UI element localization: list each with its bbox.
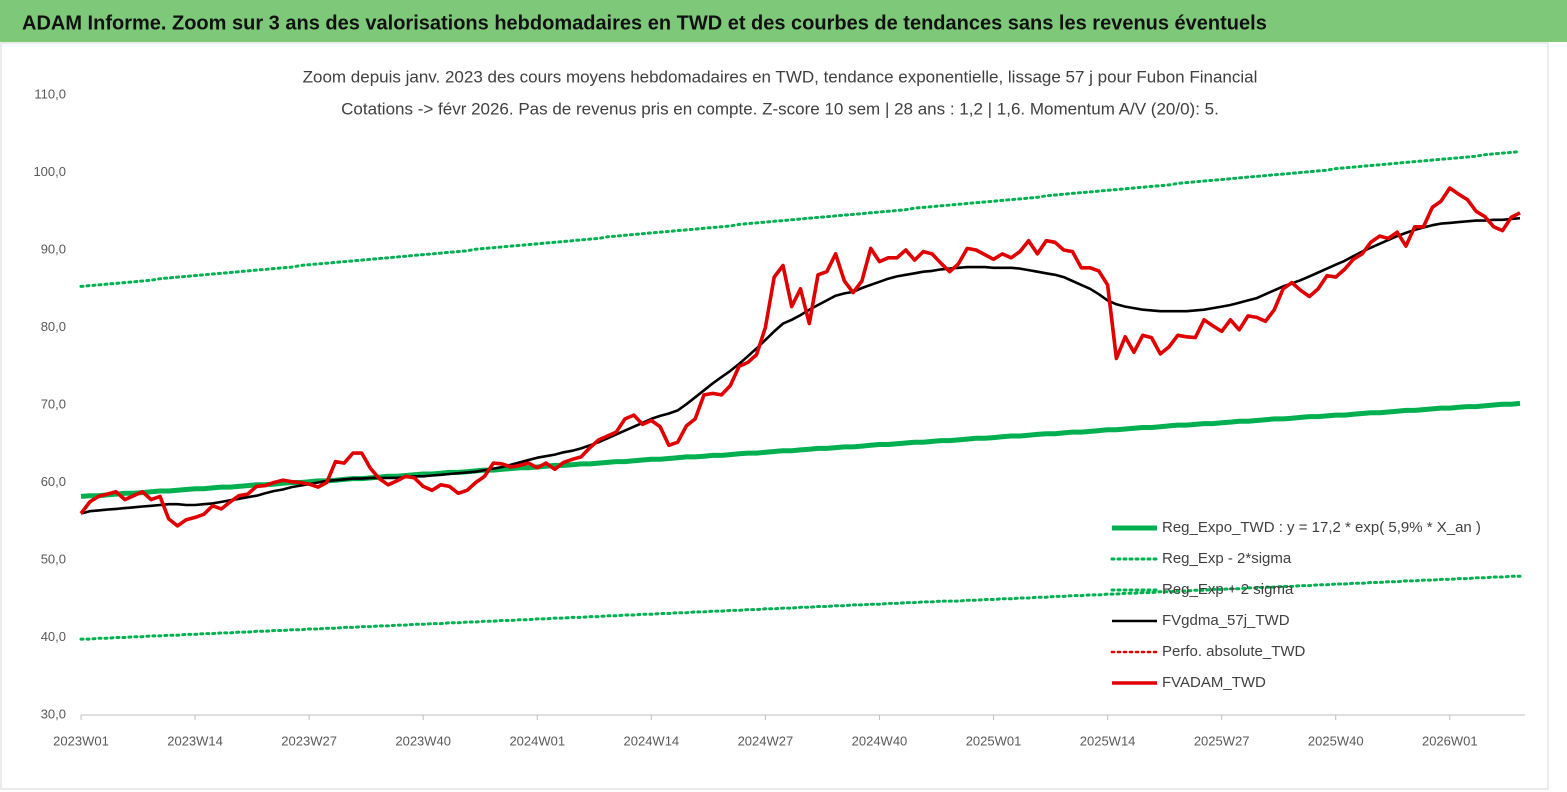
legend-label: FVADAM_TWD bbox=[1162, 674, 1266, 691]
legend-label: Reg_Expo_TWD : y = 17,2 * exp( 5,9% * X_… bbox=[1162, 519, 1481, 536]
x-tick-label: 2023W27 bbox=[281, 733, 337, 748]
chart-subtitle: Zoom depuis janv. 2023 des cours moyens … bbox=[303, 67, 1258, 86]
y-tick-label: 50,0 bbox=[41, 551, 66, 566]
chart-frame bbox=[0, 42, 1549, 790]
x-tick-label: 2025W40 bbox=[1308, 733, 1364, 748]
legend-label: Perfo. absolute_TWD bbox=[1162, 643, 1306, 660]
x-tick-label: 2026W01 bbox=[1422, 733, 1478, 748]
y-tick-label: 100,0 bbox=[33, 164, 66, 179]
x-tick-label: 2025W27 bbox=[1194, 733, 1250, 748]
series-line bbox=[80, 216, 1521, 515]
chart-subtitle: Cotations -> févr 2026. Pas de revenus p… bbox=[341, 99, 1219, 118]
x-tick-label: 2023W01 bbox=[53, 733, 109, 748]
x-tick-label: 2025W14 bbox=[1080, 733, 1136, 748]
x-tick-label: 2024W14 bbox=[624, 733, 680, 748]
y-tick-label: 40,0 bbox=[41, 629, 66, 644]
y-tick-label: 110,0 bbox=[34, 86, 66, 101]
y-tick-label: 80,0 bbox=[41, 319, 66, 334]
y-tick-label: 70,0 bbox=[41, 396, 66, 411]
x-tick-label: 2023W40 bbox=[395, 733, 451, 748]
banner bbox=[0, 0, 1567, 42]
x-tick-label: 2025W01 bbox=[966, 733, 1022, 748]
series-line bbox=[79, 186, 1521, 528]
x-tick-label: 2023W14 bbox=[167, 733, 223, 748]
x-tick-label: 2024W40 bbox=[852, 733, 908, 748]
y-tick-label: 90,0 bbox=[41, 241, 66, 256]
chart-title: ADAM Informe. Zoom sur 3 ans des valoris… bbox=[22, 12, 1267, 34]
x-tick-label: 2024W01 bbox=[509, 733, 565, 748]
y-tick-label: 60,0 bbox=[41, 474, 66, 489]
legend-label: Reg_Exp - 2*sigma bbox=[1162, 550, 1292, 567]
series-line bbox=[79, 574, 1522, 641]
legend-label: Reg_Exp + 2 sigma bbox=[1162, 581, 1294, 598]
legend-label: FVgdma_57j_TWD bbox=[1162, 612, 1290, 629]
y-tick-label: 30,0 bbox=[41, 706, 66, 721]
x-tick-label: 2024W27 bbox=[738, 733, 794, 748]
series-line bbox=[79, 150, 1522, 288]
